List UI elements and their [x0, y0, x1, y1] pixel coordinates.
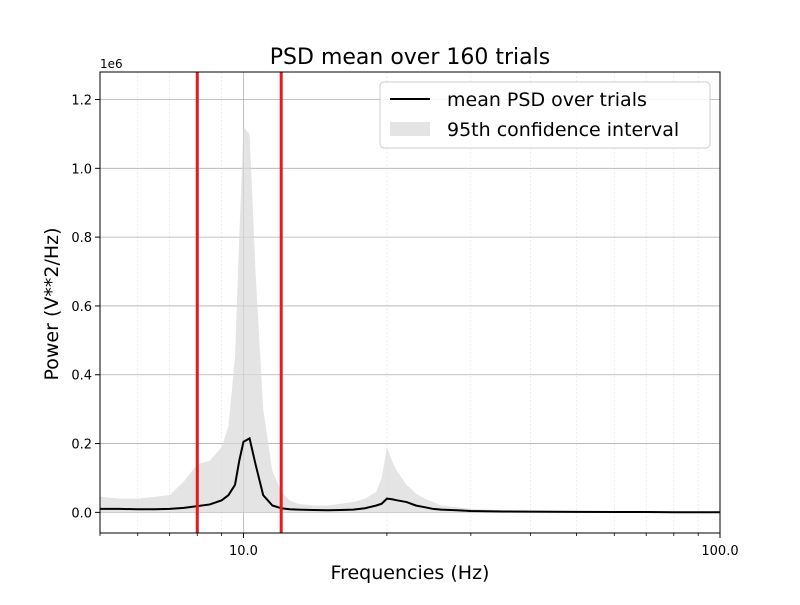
legend-label-mean: mean PSD over trials [447, 89, 647, 111]
legend-frame [379, 81, 711, 149]
axes-layer: 0.0 0.2 0.4 0.6 0.8 1.0 1.2 10.0 100.0 [71, 71, 739, 559]
y-tick-label: 1.2 [71, 94, 92, 109]
legend-band-swatch [390, 122, 430, 136]
x-tick-label: 100.0 [701, 544, 738, 559]
y-tick-label: 0.0 [71, 506, 92, 521]
y-axis-label: Power (V**2/Hz) [41, 227, 63, 380]
confidence-band [100, 127, 720, 513]
axes-frame [99, 71, 721, 534]
y-axis-offset-label: 1e6 [100, 57, 123, 71]
legend: mean PSD over trials 95th confidence int… [379, 81, 711, 149]
chart-title: PSD mean over 160 trials [270, 45, 550, 70]
x-axis-label: Frequencies (Hz) [331, 562, 490, 584]
y-tick-label: 0.8 [71, 231, 92, 246]
y-tick-label: 0.2 [71, 438, 92, 453]
y-tick-label: 1.0 [71, 162, 92, 177]
y-tick-label: 0.6 [71, 300, 92, 315]
x-tick-label: 10.0 [229, 544, 258, 559]
mean-psd-line [100, 436, 720, 514]
legend-label-ci: 95th confidence interval [447, 119, 679, 141]
y-tick-label: 0.4 [71, 369, 92, 384]
